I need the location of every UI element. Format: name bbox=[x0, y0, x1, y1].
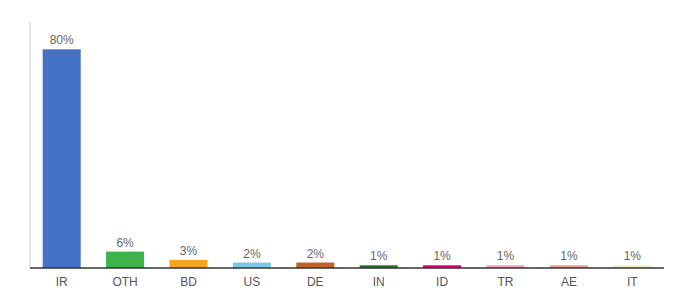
data-label: 6% bbox=[116, 236, 134, 250]
bar bbox=[296, 263, 334, 268]
x-axis-line bbox=[30, 267, 664, 269]
data-label: 2% bbox=[307, 247, 325, 261]
x-tick-label: ID bbox=[436, 275, 448, 289]
data-label: 2% bbox=[243, 247, 261, 261]
chart: 80% 6% 3% 2% 2% 1% 1% 1% 1% 1% IR OTH BD US DE IN ID TR AE… bbox=[0, 0, 680, 300]
bar bbox=[43, 49, 81, 268]
data-labels: 80% 6% 3% 2% 2% 1% 1% 1% 1% 1% bbox=[50, 33, 642, 263]
y-axis-line bbox=[30, 22, 31, 268]
data-label: 1% bbox=[560, 249, 578, 263]
x-tick-label: AE bbox=[561, 275, 577, 289]
data-label: 3% bbox=[180, 244, 198, 258]
x-tick-label: BD bbox=[180, 275, 197, 289]
data-label: 1% bbox=[433, 249, 451, 263]
data-label: 1% bbox=[497, 249, 515, 263]
x-tick-label: US bbox=[244, 275, 261, 289]
x-tick-label: IT bbox=[627, 275, 638, 289]
bar bbox=[233, 263, 271, 268]
x-tick-labels: IR OTH BD US DE IN ID TR AE IT bbox=[56, 275, 639, 289]
bars bbox=[43, 49, 652, 268]
x-tick-label: IN bbox=[373, 275, 385, 289]
data-label: 1% bbox=[624, 249, 642, 263]
bar bbox=[169, 260, 207, 268]
chart-container: 80% 6% 3% 2% 2% 1% 1% 1% 1% 1% IR OTH BD US DE IN ID TR AE… bbox=[0, 0, 680, 300]
bar bbox=[106, 252, 144, 268]
data-label: 80% bbox=[50, 33, 74, 47]
data-label: 1% bbox=[370, 249, 388, 263]
x-tick-label: OTH bbox=[112, 275, 137, 289]
x-tick-label: DE bbox=[307, 275, 324, 289]
x-tick-label: IR bbox=[56, 275, 68, 289]
x-tick-label: TR bbox=[498, 275, 514, 289]
